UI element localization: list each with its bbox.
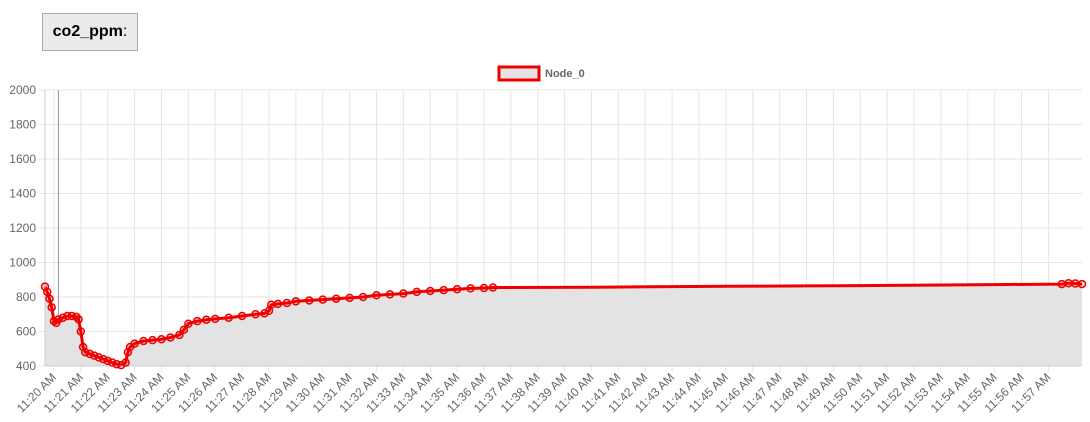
data-point[interactable] (282, 298, 292, 308)
data-point[interactable] (47, 303, 56, 312)
y-tick-label: 1800 (9, 118, 36, 132)
data-point[interactable] (107, 358, 117, 367)
y-tick-label: 400 (16, 359, 36, 373)
data-point[interactable] (103, 356, 112, 366)
data-point[interactable] (1057, 279, 1067, 289)
data-point[interactable] (184, 319, 193, 328)
data-point[interactable] (139, 336, 148, 346)
data-point[interactable] (130, 339, 139, 348)
y-tick-label: 1200 (9, 221, 36, 235)
data-point[interactable] (266, 300, 276, 310)
data-point[interactable] (1071, 279, 1080, 288)
series-area (43, 281, 1083, 367)
y-tick-label: 1400 (9, 187, 36, 201)
chart-legend: Node_0 (497, 65, 585, 82)
y-axis: 400 600 800 1000 1200 1400 1600 1800 2000 (9, 83, 46, 373)
data-point[interactable] (318, 295, 327, 304)
data-point[interactable] (466, 284, 475, 293)
series-area-fill (45, 283, 1082, 366)
data-point[interactable] (251, 310, 260, 319)
data-point[interactable] (179, 325, 189, 335)
data-point[interactable] (175, 330, 184, 340)
data-point[interactable] (166, 333, 175, 342)
data-point[interactable] (412, 287, 422, 297)
data-point[interactable] (479, 283, 489, 293)
data-point[interactable] (358, 292, 368, 302)
y-tick-label: 600 (16, 325, 36, 339)
data-point[interactable] (42, 287, 52, 297)
data-point[interactable] (210, 314, 220, 324)
data-point[interactable] (273, 299, 283, 309)
legend-swatch-node-0[interactable] (497, 65, 541, 82)
data-point[interactable] (385, 290, 395, 299)
data-point[interactable] (76, 327, 86, 336)
y-tick-label: 2000 (9, 83, 36, 97)
chart-grid (39, 89, 1082, 372)
data-point[interactable] (98, 354, 108, 364)
data-point[interactable] (81, 347, 90, 357)
data-point[interactable] (58, 313, 68, 322)
data-point[interactable] (237, 311, 247, 321)
data-point[interactable] (90, 351, 99, 360)
data-point[interactable] (331, 294, 341, 303)
series-points (40, 278, 1087, 370)
data-point[interactable] (74, 315, 83, 324)
legend-label-node-0[interactable]: Node_0 (545, 68, 585, 80)
data-point[interactable] (157, 335, 166, 344)
data-point[interactable] (45, 294, 54, 303)
y-tick-label: 800 (16, 290, 36, 304)
data-point[interactable] (1064, 278, 1073, 288)
data-point[interactable] (94, 353, 104, 362)
data-point[interactable] (202, 315, 211, 325)
data-point[interactable] (425, 286, 435, 296)
data-point[interactable] (488, 283, 498, 292)
data-point[interactable] (372, 291, 381, 300)
data-point[interactable] (121, 358, 130, 367)
y-tick-label: 1000 (9, 256, 36, 270)
data-point[interactable] (224, 313, 233, 322)
data-point[interactable] (305, 296, 314, 305)
data-point[interactable] (193, 316, 202, 326)
metric-title-box: co2_ppm: (42, 13, 138, 51)
data-point[interactable] (54, 315, 63, 324)
data-point[interactable] (148, 335, 157, 345)
metric-title-colon: : (122, 23, 128, 40)
data-point[interactable] (291, 297, 301, 306)
data-point[interactable] (1077, 279, 1087, 289)
data-point[interactable] (345, 293, 354, 303)
y-tick-label: 1600 (9, 152, 36, 166)
metric-title: co2_ppm (52, 23, 123, 40)
data-point[interactable] (85, 349, 95, 359)
data-point[interactable] (399, 289, 408, 298)
data-point[interactable] (439, 285, 448, 295)
data-point[interactable] (452, 284, 462, 294)
